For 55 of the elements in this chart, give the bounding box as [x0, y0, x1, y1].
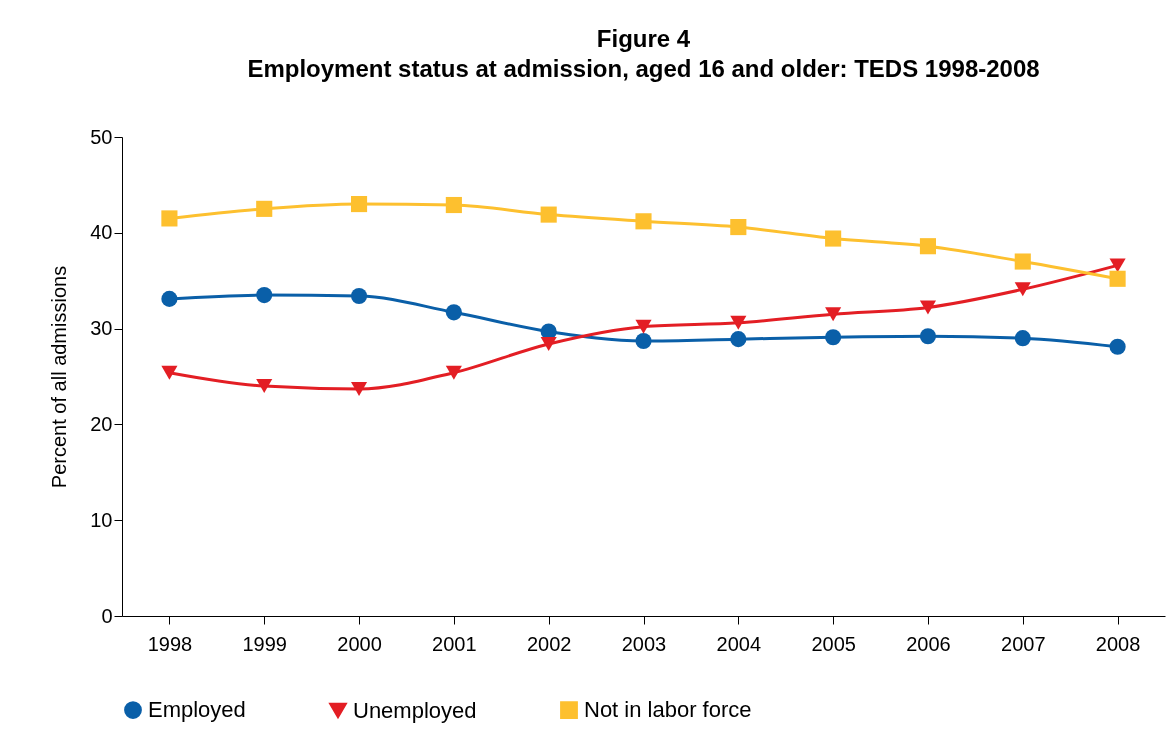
point: [919, 328, 937, 345]
point: [1014, 282, 1031, 297]
point: [256, 287, 273, 304]
point: [256, 200, 273, 217]
point: [350, 381, 368, 396]
point: [256, 379, 273, 394]
point: [919, 300, 937, 315]
point: [730, 218, 747, 236]
point: [445, 365, 462, 380]
point: [1109, 338, 1126, 355]
point: [825, 230, 842, 247]
point: [161, 210, 178, 227]
point: [540, 336, 557, 351]
y-tick-label: 30: [90, 317, 113, 340]
x-tick-label: 1998: [147, 632, 193, 655]
chart-title: Figure 4: [596, 25, 691, 52]
y-tick-label: 10: [90, 508, 113, 531]
legend-label: Employed: [148, 697, 246, 723]
point: [350, 287, 368, 305]
y-axis-title: Percent of all admissions: [48, 265, 71, 489]
point: [825, 307, 842, 322]
point: [1109, 258, 1126, 273]
x-tick-label: 2004: [716, 632, 762, 655]
x-tick-label: 2003: [621, 632, 667, 655]
x-tick-label: 2001: [432, 632, 477, 655]
chart-subtitle: Employment status at admission, aged 16 and older: TEDS 1998-2008: [247, 55, 1040, 82]
x-tick-label: 2008: [1095, 632, 1141, 655]
point: [635, 319, 652, 334]
point: [161, 365, 178, 380]
point: [445, 304, 462, 321]
point: [635, 333, 652, 350]
point: [161, 290, 178, 307]
x-tick-label: 2002: [526, 632, 572, 655]
point: [540, 206, 557, 223]
x-tick-label: 1999: [242, 632, 287, 655]
point: [730, 331, 747, 348]
point: [730, 315, 747, 330]
point: [919, 238, 937, 255]
point: [825, 329, 842, 346]
point: [445, 196, 462, 214]
point: [1109, 270, 1126, 287]
y-tick-label: 40: [90, 221, 113, 244]
x-tick-label: 2007: [1001, 632, 1046, 655]
point: [1014, 330, 1031, 347]
x-tick-label: 2005: [811, 632, 856, 655]
point: [1014, 253, 1031, 270]
x-tick-label: 2006: [906, 632, 951, 655]
y-tick-label: 20: [90, 412, 113, 435]
x-tick-label: 2000: [337, 632, 382, 655]
point: [350, 196, 368, 213]
legend-label: Unemployed: [353, 697, 477, 723]
y-tick-label: 50: [90, 125, 113, 148]
y-tick-label: 0: [101, 604, 113, 627]
legend-label: Not in labor force: [584, 697, 752, 723]
point: [635, 213, 652, 230]
